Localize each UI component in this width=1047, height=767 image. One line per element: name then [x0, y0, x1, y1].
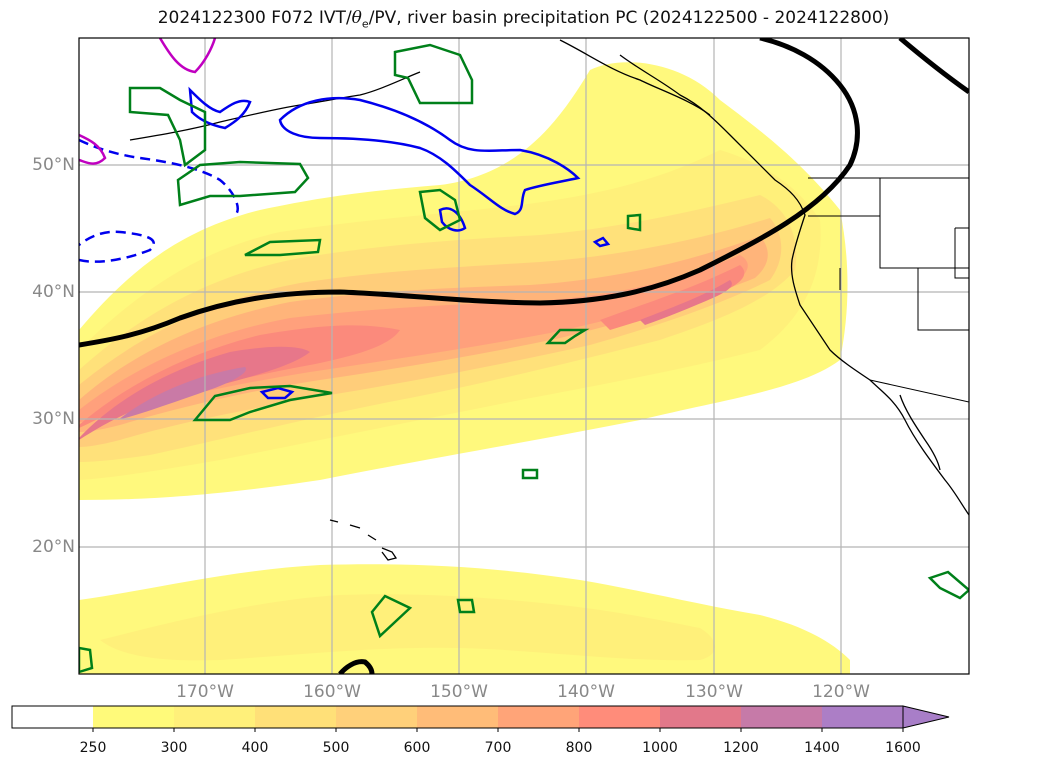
ivt-band-1000-east [640, 280, 732, 325]
green-contours [79, 43, 969, 674]
coastlines [129, 39, 969, 561]
colorbar-tick-label: 1600 [885, 740, 921, 756]
colorbar-swatch [93, 706, 174, 728]
colorbar-tick-label: 1200 [723, 740, 759, 756]
ivt-south-band-300 [100, 594, 715, 661]
magenta-patch-2 [79, 133, 107, 165]
pv-contour-south [338, 659, 375, 674]
colorbar-extend-arrow [902, 705, 950, 729]
colorbar-swatch [417, 706, 498, 728]
green-patch-2 [393, 43, 474, 105]
colorbar-swatch [579, 706, 660, 728]
colorbar-tick-label: 1000 [642, 740, 678, 756]
latitude-label: 20°N [32, 537, 75, 557]
north-america-coastline [619, 54, 969, 516]
hawaii-islands [329, 519, 398, 561]
green-patch-13 [79, 646, 94, 674]
colorbar-swatch [12, 706, 93, 728]
pv-contour-northeast [898, 38, 969, 95]
colorbar-swatch [255, 706, 336, 728]
colorbar-swatch [822, 706, 903, 728]
colorbar-tick-label: 800 [565, 740, 593, 756]
ivt-band-700 [79, 255, 748, 422]
colorbar-tick-label: 300 [160, 740, 188, 756]
blue-contour-gulf [278, 96, 581, 216]
colorbar-swatch [498, 706, 579, 728]
ivt-band-1200 [118, 367, 246, 420]
latitude-label: 30°N [32, 409, 75, 429]
green-patch-11 [521, 468, 539, 480]
green-patch-8 [626, 213, 642, 232]
colorbar-swatch [741, 706, 822, 728]
green-patch-10 [456, 598, 476, 614]
longitude-label: 170°W [176, 682, 234, 702]
blue-dashed-west [79, 138, 239, 263]
colorbar-tick-label: 250 [79, 740, 107, 756]
colorbar-tick-label: 700 [484, 740, 512, 756]
ivt-band-800-east [600, 265, 745, 330]
ivt-filled-contours [79, 62, 850, 674]
longitude-label: 130°W [685, 682, 743, 702]
longitude-label: 150°W [430, 682, 488, 702]
blue-contour-sub [259, 386, 295, 400]
green-patch-12 [927, 570, 969, 600]
blue-contours [79, 86, 611, 400]
green-patch-4 [418, 188, 462, 232]
colorbar [11, 705, 950, 732]
magenta-patch-1 [158, 38, 217, 74]
pv-contour-main [79, 38, 860, 348]
green-patch-9 [370, 594, 413, 639]
longitude-label: 140°W [557, 682, 615, 702]
green-patch-3 [176, 160, 310, 207]
aleutians [129, 71, 421, 141]
colorbar-swatch [660, 706, 741, 728]
blue-contour-north [188, 86, 252, 130]
theta-e-contours [79, 38, 969, 674]
latitude-label: 40°N [32, 282, 75, 302]
baja-coastline [899, 394, 941, 471]
colorbar-swatch [174, 706, 255, 728]
magenta-contours [79, 38, 217, 165]
colorbar-swatch [336, 706, 417, 728]
longitude-label: 120°W [812, 682, 870, 702]
colorbar-outline [11, 705, 903, 729]
colorbar-tick-label: 600 [403, 740, 431, 756]
green-patch-1 [128, 86, 207, 168]
map-title: 2024122300 F072 IVT/θe/PV, river basin p… [157, 8, 890, 31]
state-borders [808, 177, 969, 403]
colorbar-tick-label: 1400 [804, 740, 840, 756]
map-frame [78, 37, 970, 675]
alaska-panhandle [559, 39, 711, 116]
green-patch-6 [192, 384, 333, 422]
graticule [79, 38, 969, 674]
ivt-band-1000 [79, 346, 310, 440]
blue-contour-tiny [592, 236, 611, 248]
latitude-label: 50°N [32, 155, 75, 175]
colorbar-tick-label: 500 [322, 740, 350, 756]
green-patch-7 [545, 328, 590, 345]
longitude-label: 160°W [303, 682, 361, 702]
colorbar-tick-label: 400 [241, 740, 269, 756]
green-patch-5 [244, 238, 322, 257]
